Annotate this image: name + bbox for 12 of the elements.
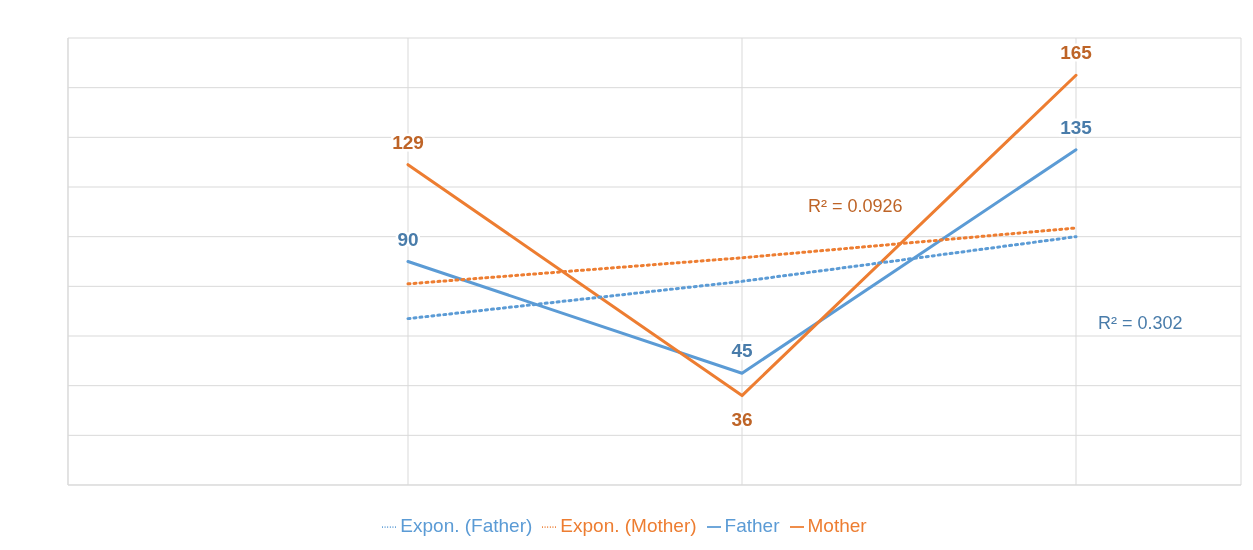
annotation: R² = 0.302	[1098, 313, 1183, 334]
data-label: 90	[397, 228, 419, 250]
data-label: 165	[1060, 42, 1093, 64]
data-label: 135	[1060, 116, 1093, 138]
data-label: 36	[731, 408, 753, 430]
legend-label: Mother	[807, 515, 867, 536]
data-label: 129	[392, 131, 424, 153]
data-label: 45	[731, 340, 753, 362]
legend-label: Father	[724, 515, 780, 536]
legend-label: Expon. (Father)	[400, 515, 533, 536]
annotation: R² = 0.0926	[808, 196, 903, 217]
legend-label: Expon. (Mother)	[560, 515, 697, 536]
